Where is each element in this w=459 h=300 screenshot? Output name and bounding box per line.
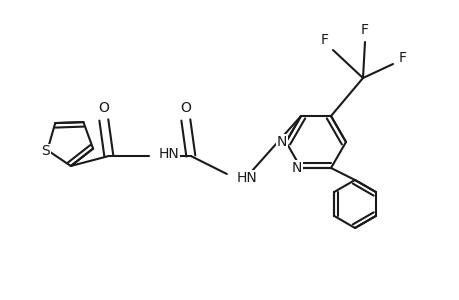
Text: HN: HN — [236, 171, 257, 185]
Text: O: O — [180, 101, 191, 115]
Text: F: F — [320, 33, 328, 47]
Text: S: S — [41, 144, 50, 158]
Text: O: O — [98, 101, 109, 115]
Text: HN: HN — [158, 147, 179, 161]
Text: F: F — [398, 51, 406, 65]
Text: F: F — [360, 23, 368, 37]
Text: N: N — [291, 161, 302, 175]
Text: N: N — [276, 135, 286, 149]
